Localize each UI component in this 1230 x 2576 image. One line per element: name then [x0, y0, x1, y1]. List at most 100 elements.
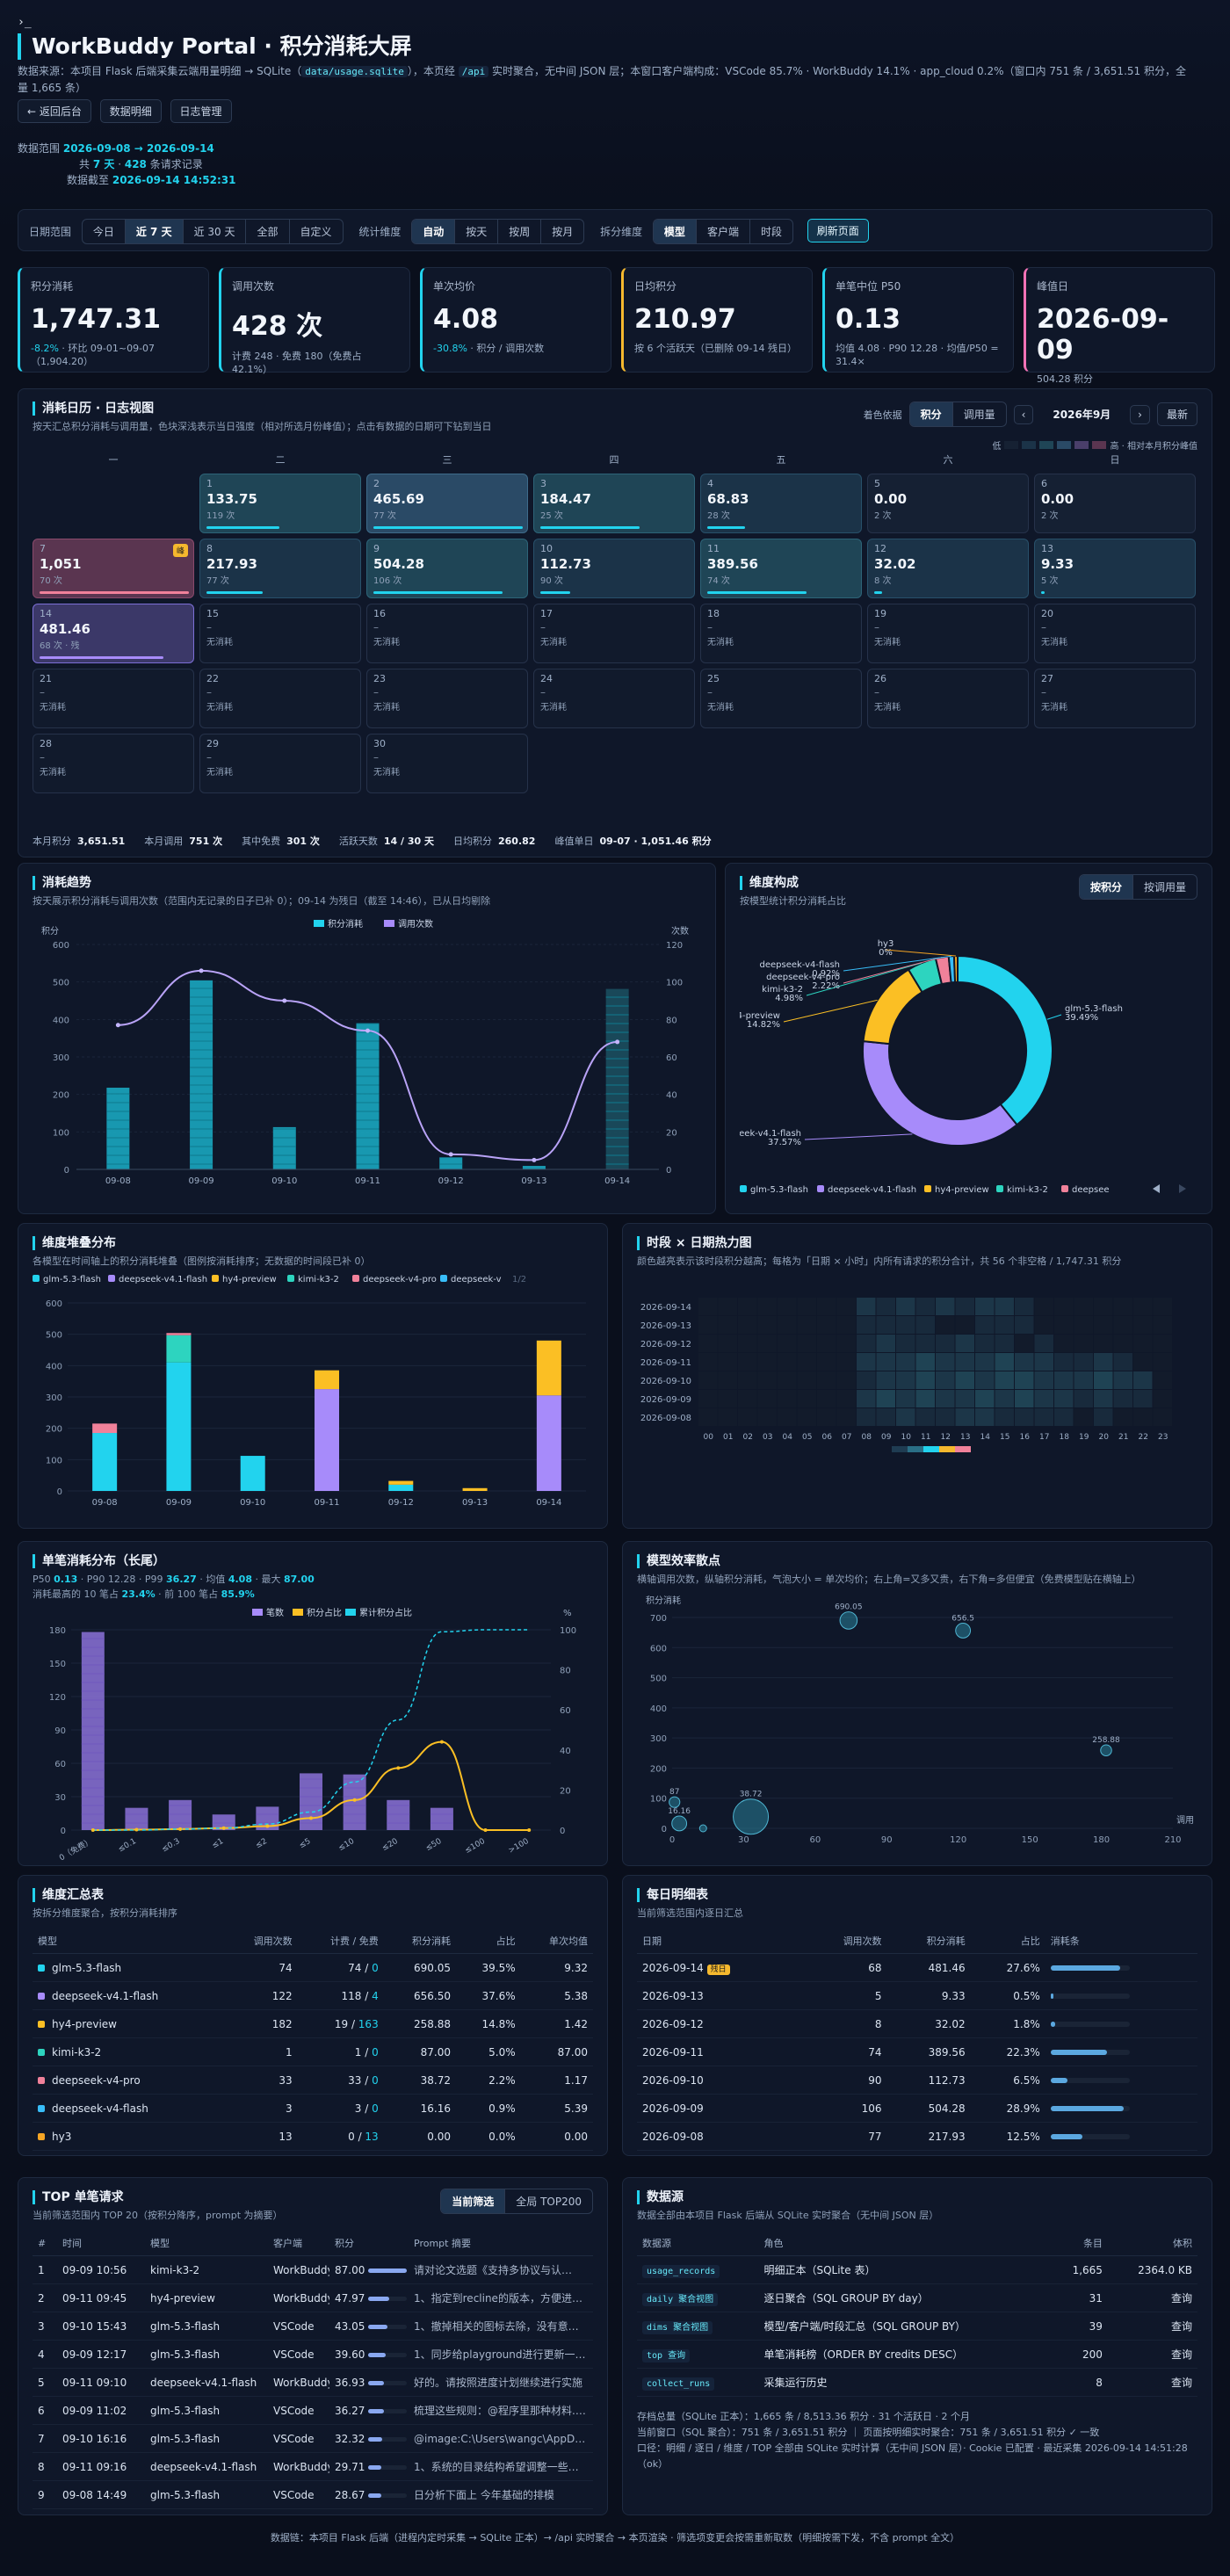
heat-cell	[738, 1371, 757, 1389]
date-all[interactable]: 全部	[246, 220, 290, 243]
color-by-segment[interactable]: 积分 调用量	[908, 402, 1007, 427]
table-row[interactable]: glm-5.3-flash 74 74 / 0 690.05 39.5% 9.32	[33, 1953, 593, 1982]
composition-toggle[interactable]: 按积分 按调用量	[1078, 874, 1197, 900]
heat-cell	[936, 1316, 955, 1334]
x-tick: ≤10	[337, 1837, 357, 1853]
heat-cell	[876, 1371, 895, 1389]
date-range-segment[interactable]: 今日近 7 天近 30 天全部 自定义	[81, 219, 344, 244]
heat-col-label: 04	[783, 1433, 793, 1442]
table-row[interactable]: hy4-preview 182 19 / 163 258.88 14.8% 1.42	[33, 2009, 593, 2038]
date-30d[interactable]: 近 30 天	[184, 220, 247, 243]
calendar-day[interactable]: 9 504.28 106 次	[366, 539, 528, 598]
weekday-label: 二	[275, 454, 286, 466]
column-header: 体积	[1107, 2231, 1197, 2256]
calendar-stat: 日均积分 260.82	[453, 836, 536, 847]
color-by-credits[interactable]: 积分	[909, 402, 953, 426]
calendar-day[interactable]: 10 112.73 90 次	[533, 539, 695, 598]
calendar-day[interactable]: 6 0.00 2 次	[1034, 474, 1196, 533]
back-button[interactable]: ← 返回后台	[18, 99, 91, 123]
next-month-button[interactable]: ›	[1130, 404, 1150, 424]
calendar-day[interactable]: 2 465.69 77 次	[366, 474, 528, 533]
calendar-day[interactable]: 13 9.33 5 次	[1034, 539, 1196, 598]
trend-card: 消耗趋势 按天展示积分消耗与调用次数（范围内无记录的日子已补 0）；09-14 …	[18, 863, 716, 1214]
top-current[interactable]: 当前筛选	[441, 2189, 506, 2213]
split-client[interactable]: 客户端	[697, 220, 750, 243]
table-row[interactable]: 4 09-09 12:17 glm-5.3-flash VSCode 39.60 1、同…	[33, 2340, 593, 2369]
calendar-day[interactable]: 11 389.56 74 次	[700, 539, 862, 598]
table-row[interactable]: deepseek-v4-flash 3 3 / 0 16.16 0.9% 5.39	[33, 2094, 593, 2123]
date-today[interactable]: 今日	[83, 220, 126, 243]
dim-week[interactable]: 按周	[498, 220, 542, 243]
color-by-calls[interactable]: 调用量	[963, 409, 995, 421]
heat-cell	[1074, 1316, 1093, 1334]
table-row[interactable]: 2026-09-13 5 9.33 0.5%	[637, 1981, 1197, 2010]
calendar-day[interactable]: 1 133.75 119 次	[199, 474, 361, 533]
heatmap-subtitle: 颜色越亮表示该时段积分越高；每格为「日期 × 小时」内所有请求的积分合计，共 5…	[637, 1255, 1122, 1267]
table-row[interactable]: 2026-09-09 106 504.28 28.9%	[637, 2094, 1197, 2123]
kpi-value: 0.13	[836, 304, 901, 335]
bar	[272, 1126, 296, 1169]
table-row[interactable]: 7 09-10 16:16 glm-5.3-flash VSCode 32.32 @im…	[33, 2424, 593, 2453]
label-leader	[843, 955, 951, 972]
table-row[interactable]: 9 09-08 14:49 glm-5.3-flash VSCode 28.67 日分析…	[33, 2480, 593, 2509]
refresh-button[interactable]: 刷新页面	[807, 219, 869, 242]
calendar-day[interactable]: 4 68.83 28 次	[700, 474, 862, 533]
heat-cell	[1015, 1353, 1034, 1371]
table-row[interactable]: 5 09-11 09:10 deepseek-v4.1-flash WorkBuddy…	[33, 2368, 593, 2397]
table-row[interactable]: hy3 13 0 / 13 0.00 0.0% 0.00	[33, 2122, 593, 2151]
split-segment[interactable]: 模型 客户端 时段	[652, 219, 793, 244]
y2-axis-label: 次数	[671, 925, 689, 937]
split-model[interactable]: 模型	[653, 220, 697, 243]
table-row[interactable]: deepseek-v4.1-flash 122 118 / 4 656.50 37.6%…	[33, 1981, 593, 2010]
column-header: 模型	[33, 1928, 226, 1954]
by-credits[interactable]: 按积分	[1079, 875, 1133, 899]
heat-col-label: 16	[1020, 1433, 1031, 1442]
data-detail-button[interactable]: 数据明细	[99, 99, 162, 123]
calendar-day[interactable]: 12 32.02 8 次	[867, 539, 1029, 598]
dim-auto[interactable]: 自动	[412, 220, 456, 243]
calendar-day: 26– 无消耗	[867, 669, 1029, 728]
table-row[interactable]: kimi-k3-2 1 1 / 0 87.00 5.0% 87.00	[33, 2037, 593, 2066]
top-global[interactable]: 全局 TOP200	[516, 2196, 582, 2208]
table-row[interactable]: 2026-09-14 残日 68 481.46 27.6%	[637, 1953, 1197, 1982]
split-hour[interactable]: 时段	[760, 226, 782, 238]
x-tick: 09-14	[536, 1498, 561, 1508]
latest-month-button[interactable]: 最新	[1156, 402, 1197, 426]
by-calls[interactable]: 按调用量	[1143, 881, 1186, 894]
calls-point	[365, 1028, 370, 1033]
table-row[interactable]: 8 09-11 09:16 deepseek-v4.1-flash WorkBuddy…	[33, 2452, 593, 2481]
heat-row-label: 2026-09-10	[640, 1377, 691, 1386]
table-row[interactable]: 6 09-09 11:02 glm-5.3-flash VSCode 36.27 梳理这…	[33, 2396, 593, 2425]
calendar-day[interactable]: 5 0.00 2 次	[867, 474, 1029, 533]
table-row[interactable]: 2026-09-08 77 217.93 12.5%	[637, 2122, 1197, 2151]
dim-segment[interactable]: 自动 按天 按周 按月	[411, 219, 585, 244]
heat-cell	[857, 1335, 876, 1352]
calendar-day[interactable]: 14 481.46 68 次 · 残	[33, 604, 194, 663]
prev-month-button[interactable]: ‹	[1013, 404, 1034, 424]
table-row[interactable]: 2026-09-10 90 112.73 6.5%	[637, 2066, 1197, 2095]
stack-chart: glm-5.3-flash deepseek-v4.1-flash hy4-prev…	[33, 1275, 586, 1508]
heat-cell	[757, 1316, 777, 1334]
heat-cell	[797, 1390, 816, 1407]
calendar-day[interactable]: 3 184.47 25 次	[533, 474, 695, 533]
table-row[interactable]: 3 09-10 15:43 glm-5.3-flash VSCode 43.05 1、撤…	[33, 2312, 593, 2341]
calendar-day[interactable]: 8 217.93 77 次	[199, 539, 361, 598]
table-row[interactable]: deepseek-v4-pro 33 33 / 0 38.72 2.2% 1.17	[33, 2066, 593, 2095]
heat-cell	[936, 1298, 955, 1315]
log-manage-button[interactable]: 日志管理	[170, 99, 232, 123]
dim-month[interactable]: 按月	[552, 226, 574, 238]
table-row[interactable]: 2026-09-11 74 389.56 22.3%	[637, 2037, 1197, 2066]
heat-cell	[995, 1371, 1014, 1389]
date-custom[interactable]: 自定义	[300, 226, 332, 238]
table-row[interactable]: 2026-09-12 8 32.02 1.8%	[637, 2009, 1197, 2038]
top-toggle[interactable]: 当前筛选 全局 TOP200	[440, 2189, 593, 2214]
date-7d[interactable]: 近 7 天	[125, 220, 184, 243]
scatter-point	[1100, 1744, 1112, 1756]
day-intensity-bar	[40, 591, 189, 594]
dim-day[interactable]: 按天	[455, 220, 499, 243]
calendar-day[interactable]: 7 1,051 70 次峰	[33, 539, 194, 598]
table-row: usage_records 明细正本（SQLite 表） 1,665 2364.0 K…	[637, 2255, 1197, 2284]
heat-cell	[836, 1298, 856, 1315]
table-row[interactable]: 1 09-09 10:56 kimi-k3-2 WorkBuddy 87.00 请对论文…	[33, 2255, 593, 2284]
table-row[interactable]: 2 09-11 09:45 hy4-preview WorkBuddy 47.97 1、…	[33, 2283, 593, 2312]
